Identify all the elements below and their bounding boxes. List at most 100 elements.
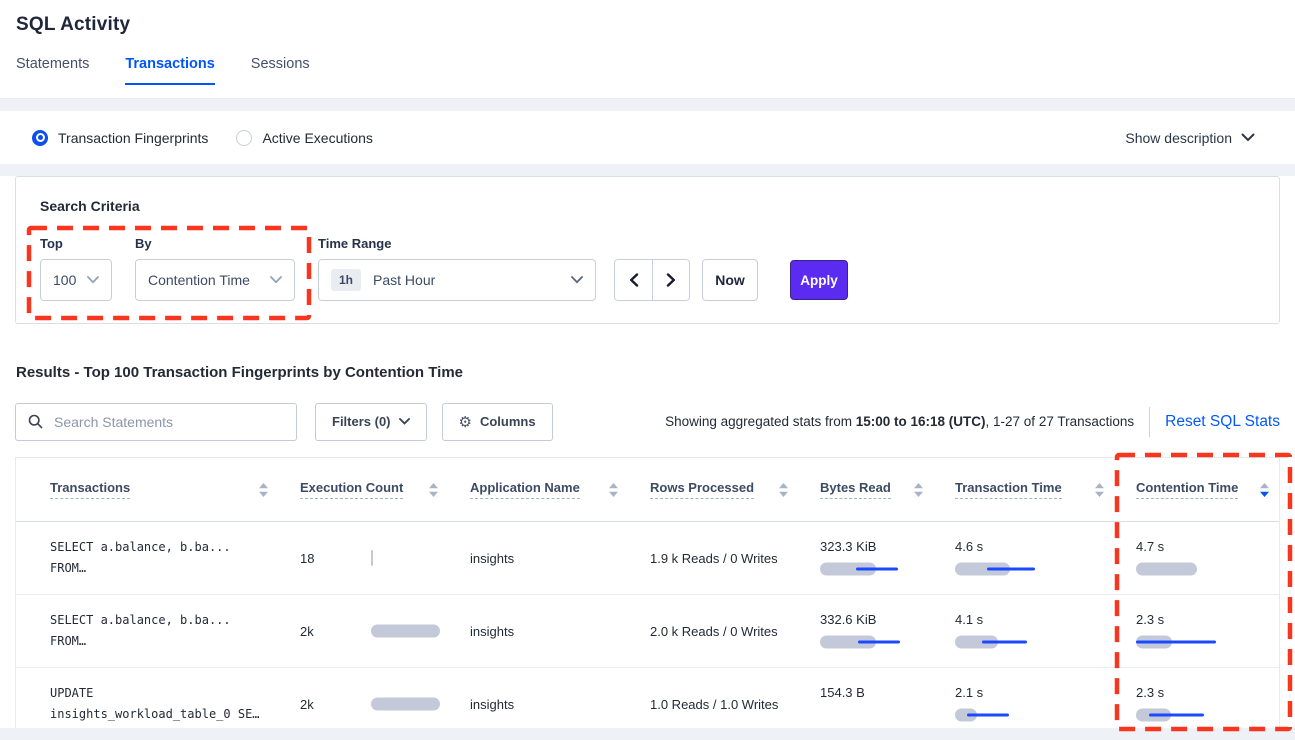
- table-header-row: Transactions Execution Count Application…: [16, 458, 1279, 522]
- application-name-value: insights: [470, 623, 515, 639]
- query-text-line2: FROM…: [50, 561, 87, 575]
- execution-count-value: 18: [300, 550, 315, 566]
- transaction-fingerprint-cell[interactable]: SELECT a.balance, b.ba... FROM…: [50, 595, 300, 667]
- column-header-label: Application Name: [470, 480, 580, 499]
- column-header-label: Transaction Time: [955, 480, 1062, 499]
- top-field: Top 100: [40, 236, 112, 301]
- chevron-down-icon: [270, 276, 282, 284]
- query-text-line1: SELECT a.balance, b.ba...: [50, 613, 231, 627]
- time-range-field: Time Range 1h Past Hour Now Apply: [318, 236, 848, 301]
- table-row[interactable]: SELECT a.balance, b.ba... FROM… 18 insig…: [16, 522, 1279, 595]
- bytes-read-cell: 332.6 KiB: [820, 595, 955, 667]
- transaction-fingerprint-cell[interactable]: SELECT a.balance, b.ba... FROM…: [50, 522, 300, 594]
- rows-processed-value: 2.0 k Reads / 0 Writes: [650, 623, 778, 639]
- application-name-value: insights: [470, 550, 515, 566]
- execution-count-value: 2k: [300, 696, 314, 712]
- top-select[interactable]: 100: [40, 259, 112, 301]
- by-field: By Contention Time: [135, 236, 295, 301]
- contention-time-cell: 2.3 s: [1136, 595, 1279, 667]
- query-text-line2: insights_workload_table_0 SE…: [50, 707, 260, 721]
- table-row[interactable]: SELECT a.balance, b.ba... FROM… 2k insig…: [16, 595, 1279, 668]
- table-row[interactable]: UPDATE insights_workload_table_0 SE… 2k …: [16, 668, 1279, 729]
- radio-unselected-icon: [236, 129, 253, 146]
- radio-active-executions[interactable]: Active Executions: [236, 129, 373, 146]
- column-header[interactable]: Bytes Read: [820, 480, 955, 499]
- transaction-time-value: 2.1 s: [955, 685, 984, 700]
- contention-time-value: 2.3 s: [1136, 685, 1165, 700]
- contention-time-value: 4.7 s: [1136, 539, 1165, 554]
- reset-sql-stats-link[interactable]: Reset SQL Stats: [1165, 412, 1280, 430]
- tab-statements[interactable]: Statements: [16, 56, 90, 72]
- chevron-down-icon: [398, 418, 410, 425]
- transaction-time-bar: [955, 561, 1055, 577]
- chevron-down-icon: [1241, 133, 1255, 142]
- column-header-label: Transactions: [50, 480, 131, 499]
- rows-processed-cell: 1.0 Reads / 1.0 Writes: [650, 668, 820, 729]
- previous-time-button[interactable]: [615, 260, 652, 300]
- top-label: Top: [40, 236, 63, 251]
- view-toggle-bar: Transaction Fingerprints Active Executio…: [0, 111, 1295, 164]
- time-range-label: Time Range: [318, 236, 392, 251]
- chevron-right-icon: [666, 273, 675, 287]
- column-header[interactable]: Transactions: [50, 480, 300, 499]
- next-time-button[interactable]: [652, 260, 689, 300]
- column-header[interactable]: Transaction Time: [955, 480, 1136, 499]
- tab-sessions[interactable]: Sessions: [250, 56, 310, 72]
- section-gap: [0, 99, 1295, 111]
- time-range-badge: 1h: [331, 269, 362, 291]
- sort-icon: [914, 482, 923, 497]
- rows-processed-cell: 2.0 k Reads / 0 Writes: [650, 595, 820, 667]
- application-name-cell: insights: [470, 668, 650, 729]
- column-header-label: Bytes Read: [820, 480, 891, 499]
- column-header[interactable]: Rows Processed: [650, 480, 820, 499]
- contention-time-bar: [1136, 634, 1236, 650]
- application-name-cell: insights: [470, 522, 650, 594]
- column-header[interactable]: Application Name: [470, 480, 650, 499]
- transactions-table: Transactions Execution Count Application…: [15, 457, 1280, 730]
- contention-time-bar: [1136, 707, 1236, 723]
- now-button[interactable]: Now: [702, 259, 758, 301]
- bytes-read-value: 323.3 KiB: [820, 539, 877, 554]
- query-text-line1: SELECT a.balance, b.ba...: [50, 540, 231, 554]
- transaction-time-bar: [955, 707, 1055, 723]
- show-description-toggle[interactable]: Show description: [1125, 130, 1255, 146]
- rows-processed-value: 1.0 Reads / 1.0 Writes: [650, 696, 779, 712]
- column-header-label: Rows Processed: [650, 480, 755, 499]
- apply-button[interactable]: Apply: [790, 260, 848, 300]
- sort-icon: [1095, 482, 1104, 497]
- contention-time-cell: 2.3 s: [1136, 668, 1279, 729]
- bytes-read-bar: [820, 634, 920, 650]
- radio-transaction-fingerprints[interactable]: Transaction Fingerprints: [32, 129, 208, 146]
- transaction-time-bar: [955, 634, 1055, 650]
- execution-count-cell: 2k: [300, 595, 470, 667]
- search-icon: [28, 414, 43, 429]
- search-statements-box: [15, 402, 297, 441]
- contention-time-bar: [1136, 561, 1236, 577]
- results-heading: Results - Top 100 Transaction Fingerprin…: [16, 364, 464, 381]
- stats-area: Showing aggregated stats from 15:00 to 1…: [665, 406, 1280, 437]
- by-select[interactable]: Contention Time: [135, 259, 295, 301]
- chevron-left-icon: [629, 273, 638, 287]
- transaction-time-value: 4.6 s: [955, 539, 984, 554]
- rows-processed-cell: 1.9 k Reads / 0 Writes: [650, 522, 820, 594]
- transaction-fingerprint-cell[interactable]: UPDATE insights_workload_table_0 SE…: [50, 668, 300, 729]
- query-text-line2: FROM…: [50, 634, 87, 648]
- filters-button[interactable]: Filters (0): [315, 402, 427, 441]
- columns-button[interactable]: ⚙ Columns: [441, 402, 553, 441]
- tab-transactions[interactable]: Transactions: [125, 56, 215, 85]
- time-range-select[interactable]: 1h Past Hour: [318, 259, 596, 301]
- section-gap: [0, 728, 1295, 740]
- column-header[interactable]: Contention Time: [1136, 480, 1279, 499]
- application-name-cell: insights: [470, 595, 650, 667]
- transaction-time-cell: 4.6 s: [955, 522, 1136, 594]
- execution-count-cell: 18: [300, 522, 470, 594]
- search-statements-input[interactable]: [52, 412, 284, 431]
- column-header[interactable]: Execution Count: [300, 480, 470, 499]
- transaction-time-value: 4.1 s: [955, 612, 984, 627]
- bytes-read-bar: [820, 561, 920, 577]
- search-criteria-card: Search Criteria Top 100 By Contention Ti…: [15, 176, 1280, 324]
- sort-icon: [259, 482, 268, 497]
- contention-time-cell: 4.7 s: [1136, 522, 1279, 594]
- execution-count-bar: [371, 623, 461, 639]
- radio-selected-icon: [32, 129, 48, 146]
